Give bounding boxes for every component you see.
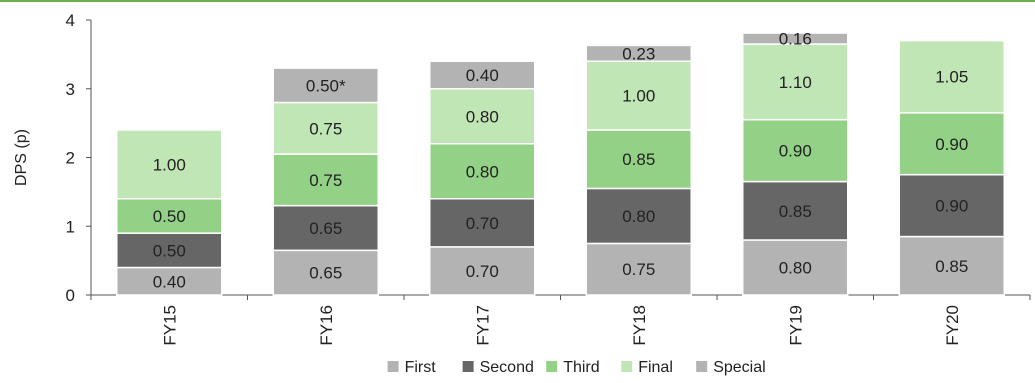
data-label: 0.50 [153, 207, 186, 226]
bar-segment-second [585, 187, 692, 245]
legend-swatch-final [621, 361, 633, 372]
legend-label-second: Second [480, 359, 534, 376]
data-label: 0.40 [466, 66, 499, 85]
data-label: 0.50 [153, 241, 186, 260]
x-tick-label: FY19 [786, 305, 805, 346]
bar-segment-third [272, 153, 379, 207]
data-label: 0.50* [306, 76, 346, 95]
bar-segment-special [429, 60, 536, 90]
y-tick-label: 1 [66, 217, 75, 236]
bar-segment-first [742, 239, 849, 296]
y-axis-title: DPS (p) [13, 129, 30, 186]
bar-segment-final [116, 129, 223, 200]
bar-segment-third [742, 118, 849, 183]
bar-segment-third [116, 198, 223, 234]
y-tick-label: 2 [66, 149, 75, 168]
data-label: 0.85 [622, 150, 655, 169]
bar-segment-second [742, 180, 849, 241]
bar-segment-first [585, 242, 692, 296]
bar-segment-second [116, 232, 223, 269]
legend-swatch-second [462, 361, 474, 372]
bar-segment-third [429, 143, 536, 200]
legend-label-first: First [405, 359, 437, 376]
legend-swatch-third [546, 361, 558, 372]
bar-segment-first [898, 235, 1005, 296]
data-label: 0.85 [779, 202, 812, 221]
x-tick-label: FY18 [630, 305, 649, 346]
x-tick-label: FY20 [943, 305, 962, 346]
data-label: 0.80 [466, 162, 499, 181]
x-tick-label: FY17 [473, 305, 492, 346]
bar-segment-first [429, 246, 536, 296]
data-label: 0.85 [935, 257, 968, 276]
data-label: 0.90 [935, 135, 968, 154]
bar-segment-final [272, 101, 379, 155]
bar-segment-second [272, 204, 379, 252]
data-label: 0.80 [779, 259, 812, 278]
legend-swatch-special [696, 361, 708, 372]
x-tick-label: FY15 [160, 305, 179, 346]
bar-segment-final [742, 43, 849, 121]
data-label: 0.65 [309, 219, 342, 238]
data-label: 0.75 [309, 171, 342, 190]
data-label: 1.10 [779, 73, 812, 92]
data-label: 0.65 [309, 264, 342, 283]
bar-segment-final [898, 39, 1005, 114]
bar-segment-special [585, 44, 692, 62]
data-label: 0.23 [622, 44, 655, 63]
bar-segment-first [272, 249, 379, 296]
data-label: 0.90 [935, 197, 968, 216]
data-label: 0.80 [622, 207, 655, 226]
data-label: 0.90 [779, 142, 812, 161]
legend-label-final: Final [638, 359, 673, 376]
data-label: 1.05 [935, 68, 968, 87]
data-label: 0.70 [466, 214, 499, 233]
data-label: 1.00 [153, 155, 186, 174]
data-label: 1.00 [622, 87, 655, 106]
data-label: 0.16 [779, 30, 812, 49]
bar-segment-special [742, 32, 849, 45]
data-label: 0.75 [309, 119, 342, 138]
bar-segment-special [272, 67, 379, 104]
y-tick-label: 3 [66, 80, 75, 99]
legend-label-special: Special [713, 359, 765, 376]
bar-segment-second [429, 198, 536, 248]
data-label: 0.75 [622, 260, 655, 279]
data-label: 0.40 [153, 272, 186, 291]
legend-label-third: Third [563, 359, 599, 376]
y-tick-label: 4 [66, 11, 75, 30]
y-tick-label: 0 [66, 286, 75, 305]
data-label: 0.80 [466, 107, 499, 126]
legend-swatch-first [387, 361, 399, 372]
top-accent-rule [0, 0, 1035, 2]
bar-segment-third [898, 112, 1005, 176]
data-label: 0.70 [466, 262, 499, 281]
x-tick-label: FY16 [317, 305, 336, 346]
